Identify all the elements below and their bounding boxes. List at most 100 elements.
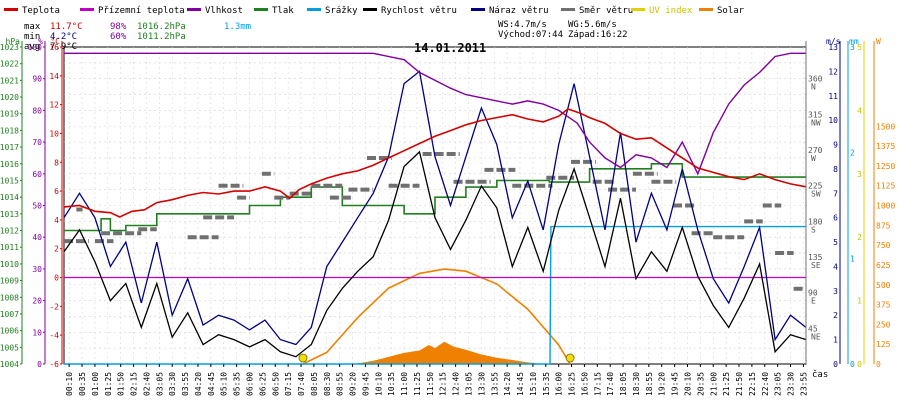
axis-tick-label-hpa: 1005: [0, 343, 19, 352]
solar-theoretical-line: [302, 268, 571, 365]
x-tick-label: 22:15: [748, 372, 757, 396]
x-tick-label: 08:30: [323, 372, 332, 396]
legend-label-ws: Rychlost větru: [381, 6, 457, 16]
axis-tick-label-hpa: 1022: [0, 60, 19, 69]
axis-tick-label-w: 1125: [876, 182, 895, 191]
legend-swatch-ws: [363, 8, 377, 11]
legend-swatch-rain: [307, 8, 321, 11]
axis-tick-label-w: 125: [876, 340, 891, 349]
stat-min-temp: 4.2°C: [50, 32, 77, 42]
x-tick-label: 06:25: [258, 372, 267, 396]
sunrise-marker: [298, 353, 308, 363]
stat-min-hum: 60%: [110, 32, 127, 42]
x-tick-label: 14:45: [516, 372, 525, 396]
x-tick-label: 01:50: [117, 372, 126, 396]
axis-tick-label-pct: 40: [32, 233, 42, 242]
x-tick-label: 04:45: [207, 372, 216, 396]
axis-tick-label-pct: 0: [37, 360, 42, 369]
x-tick-label: 05:10: [220, 372, 229, 396]
axis-tick-label-hpa: 1015: [0, 176, 19, 185]
x-tick-label: 23:05: [774, 372, 783, 396]
legend-item-feels: Přízemní teplota: [80, 6, 185, 16]
axis-tick-label-c: 8: [54, 158, 59, 167]
axis-tick-label-dir: 45: [808, 324, 818, 333]
x-tick-label: 08:55: [336, 372, 345, 396]
solar-actual-area: [354, 341, 544, 364]
axis-tick-label-ms: 4: [833, 262, 838, 271]
axis-title-w: W: [876, 37, 881, 46]
axis-tick-label-pct: 20: [32, 297, 42, 306]
legend-item-dir: Směr větru: [561, 6, 633, 16]
axis-tick-label-hpa: 1013: [0, 210, 19, 219]
wind-wg: WG:5.6m/s: [568, 20, 617, 30]
axis-tick-label-pct: 10: [32, 328, 42, 337]
axis-tick-label-ms: 9: [833, 141, 838, 150]
axis-tick-label-hpa: 1010: [0, 260, 19, 269]
legend-item-solar: Solar: [699, 6, 745, 16]
x-tick-label: 03:55: [181, 372, 190, 396]
x-tick-label: 12:15: [439, 372, 448, 396]
x-tick-label: 23:30: [787, 372, 796, 396]
rain-line: [64, 225, 806, 365]
x-tick-label: 16:50: [580, 372, 589, 396]
legend-swatch-solar: [699, 8, 713, 11]
axis-tick-label-dir-name: W: [811, 154, 816, 163]
axis-title-c: °C: [50, 37, 60, 46]
x-tick-label: 09:45: [361, 372, 370, 396]
axis-tick-label-w: 750: [876, 241, 891, 250]
axis-tick-label-uv: 4: [857, 106, 862, 115]
legend-label-solar: Solar: [717, 6, 745, 16]
x-tick-label: 03:05: [155, 372, 164, 396]
legend-item-rain: Srážky: [307, 6, 358, 16]
sunset-time: Západ:16:22: [568, 30, 628, 40]
axis-title-mm: mm: [849, 37, 859, 46]
axis-tick-label-uv: 3: [857, 170, 862, 179]
axis-tick-label-hpa: 1011: [0, 243, 19, 252]
x-tick-label: 13:30: [477, 372, 486, 396]
axis-title-ms: m/s: [826, 37, 841, 46]
stat-rain-total: 1.3mm: [224, 22, 251, 32]
stats-panel: max 11.7°C 98% 1016.2hPa 1.3mm min 4.2°C…: [24, 20, 628, 55]
x-tick-label: 11:25: [413, 372, 422, 396]
stat-max-press: 1016.2hPa: [137, 22, 186, 32]
axis-tick-label-w: 250: [876, 320, 891, 329]
axis-tick-label-dir-name: SE: [811, 261, 821, 270]
x-tick-label: 06:50: [271, 372, 280, 396]
axis-tick-label-dir: 315: [808, 110, 823, 119]
stat-min-label: min: [24, 32, 40, 42]
x-tick-label: 20:35: [696, 372, 705, 396]
x-tick-label: 21:00: [709, 372, 718, 396]
x-tick-label: 11:00: [400, 372, 409, 396]
axis-tick-label-hpa: 1007: [0, 310, 19, 319]
x-tick-label: 17:15: [593, 372, 602, 396]
axis-tick-label-pct: 70: [32, 138, 42, 147]
axis-tick-label-c: 10: [49, 129, 59, 138]
legend-label-temp: Teplota: [22, 6, 60, 16]
axis-tick-label-c: -2: [49, 302, 59, 311]
sunrise-time: Východ:07:44: [498, 30, 563, 40]
legend-label-hum: Vlhkost: [205, 6, 243, 16]
axis-tick-label-uv: 2: [857, 233, 862, 242]
x-tick-label: 10:10: [374, 372, 383, 396]
axis-tick-label-ms: 11: [828, 92, 838, 101]
x-tick-label: 10:35: [387, 372, 396, 396]
axis-tick-label-hpa: 1017: [0, 143, 19, 152]
axis-tick-label-hpa: 1012: [0, 227, 19, 236]
humidity-line: [64, 52, 806, 176]
axis-tick-label-c: 0: [54, 274, 59, 283]
axis-tick-label-hpa: 1009: [0, 277, 19, 286]
axis-tick-label-mm: 2: [850, 149, 855, 158]
axis-tick-label-dir-name: NE: [811, 332, 821, 341]
axis-tick-label-w: 1500: [876, 122, 895, 131]
x-tick-label: 09:20: [349, 372, 358, 396]
legend-label-press: Tlak: [272, 6, 294, 16]
axis-tick-label-c: 4: [54, 216, 59, 225]
x-tick-label: 19:45: [671, 372, 680, 396]
x-tick-label: 02:15: [130, 372, 139, 396]
x-tick-label: 16:00: [555, 372, 564, 396]
stat-avg-label: avg: [24, 42, 40, 52]
legend-swatch-press: [254, 8, 268, 11]
axis-tick-label-uv: 1: [857, 297, 862, 306]
